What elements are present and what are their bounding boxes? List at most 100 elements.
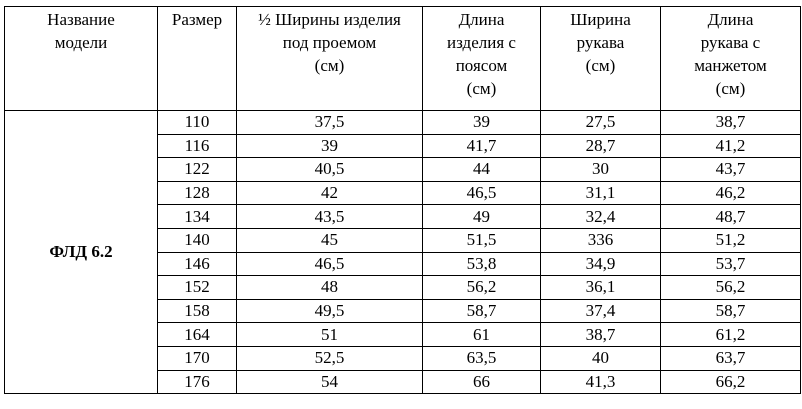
table-cell: 39	[422, 110, 541, 135]
table-cell: 30	[540, 157, 661, 182]
table-row: 170 52,5 63,5 40 63,7	[5, 345, 801, 371]
table-cell: 40	[540, 345, 661, 371]
table-cell: 58,7	[660, 298, 801, 324]
header-line: рукава	[576, 33, 625, 52]
table-cell: 45	[236, 227, 423, 253]
table-cell: 122	[157, 157, 237, 182]
table-cell: 56,2	[660, 275, 801, 300]
table-cell: 140	[157, 227, 237, 253]
table-cell: 56,2	[422, 275, 541, 300]
table-cell: 51,2	[660, 227, 801, 253]
table-cell: 53,7	[660, 251, 801, 277]
table-cell: 110	[157, 110, 237, 135]
table-row: 116 39 41,7 28,7 41,2	[5, 133, 801, 159]
model-cell: ФЛД 6.2	[4, 109, 158, 395]
table-row: 176 54 66 41,3 66,2	[5, 369, 801, 395]
table-cell: 61	[422, 322, 541, 347]
table-cell: 146	[157, 251, 237, 277]
table-cell: 158	[157, 298, 237, 324]
header-cell: ½ Ширины изделия под проемом (см)	[236, 6, 423, 111]
header-cell: Длина изделия с поясом (см)	[422, 6, 541, 111]
table-cell: 53,8	[422, 251, 541, 277]
table-cell: 49,5	[236, 298, 423, 324]
table-cell: 28,7	[540, 133, 661, 159]
header-cell: Размер	[157, 6, 237, 111]
table-row: ФЛД 6.2 110 37,5 39 27,5 38,7	[4, 109, 801, 395]
table-cell: 116	[157, 133, 237, 159]
table-cell: 48	[236, 275, 423, 300]
table-cell: 61,2	[660, 322, 801, 347]
table-row: 152 48 56,2 36,1 56,2	[5, 275, 801, 300]
table-cell: 58,7	[422, 298, 541, 324]
table-cell: 128	[157, 180, 237, 206]
header-line: Ширина	[570, 10, 631, 29]
table-body: ФЛД 6.2 110 37,5 39 27,5 38,7 116 39 41,7 28,7 41,…	[4, 109, 801, 395]
table-row: 146 46,5 53,8 34,9 53,7	[5, 251, 801, 277]
header-line: (см)	[715, 79, 746, 98]
table-row: 134 43,5 49 32,4 48,7	[5, 204, 801, 229]
table-cell: 54	[236, 369, 423, 395]
table-cell: 42	[236, 180, 423, 206]
table-cell: 40,5	[236, 157, 423, 182]
header-cell: Название модели	[4, 6, 158, 111]
table-cell: 336	[540, 227, 661, 253]
table-cell: 164	[157, 322, 237, 347]
header-line: под проемом	[282, 33, 377, 52]
table-cell: 37,5	[236, 110, 423, 135]
header-line: Название	[47, 10, 115, 29]
table-cell: 134	[157, 204, 237, 229]
table-cell: 51	[236, 322, 423, 347]
table-cell: 38,7	[660, 110, 801, 135]
table-cell: 176	[157, 369, 237, 395]
header-line: рукава с	[700, 33, 761, 52]
table-cell: 51,5	[422, 227, 541, 253]
header-line: манжетом	[694, 56, 767, 75]
header-line: ½ Ширины изделия	[258, 10, 401, 29]
header-cell: Длина рукава с манжетом (см)	[660, 6, 801, 111]
table-cell: 43,7	[660, 157, 801, 182]
table-cell: 27,5	[540, 110, 661, 135]
header-line: Длина	[458, 10, 505, 29]
table-cell: 66,2	[660, 369, 801, 395]
document: Название модели Размер ½ Ширины изделия под …	[4, 6, 801, 395]
header-line: Длина	[707, 10, 754, 29]
table-cell: 152	[157, 275, 237, 300]
table-cell: 46,5	[422, 180, 541, 206]
table-cell: 38,7	[540, 322, 661, 347]
header-row: Название модели Размер ½ Ширины изделия под …	[4, 6, 801, 111]
table-cell: 39	[236, 133, 423, 159]
table-row: 164 51 61 38,7 61,2	[5, 322, 801, 347]
table-row: 158 49,5 58,7 37,4 58,7	[5, 298, 801, 324]
table-cell: 31,1	[540, 180, 661, 206]
header-cell: Ширина рукава (см)	[540, 6, 661, 111]
table-cell: 49	[422, 204, 541, 229]
table-cell: 43,5	[236, 204, 423, 229]
table-cell: 48,7	[660, 204, 801, 229]
header-line: (см)	[314, 56, 345, 75]
table-cell: 44	[422, 157, 541, 182]
table-cell: 34,9	[540, 251, 661, 277]
table-cell: 63,7	[660, 345, 801, 371]
table-cell: 170	[157, 345, 237, 371]
table-cell: 46,5	[236, 251, 423, 277]
table-cell: 46,2	[660, 180, 801, 206]
table-row: 122 40,5 44 30 43,7	[5, 157, 801, 182]
size-table: Название модели Размер ½ Ширины изделия под …	[4, 6, 801, 395]
table-cell: 63,5	[422, 345, 541, 371]
table-cell: 41,7	[422, 133, 541, 159]
table-cell: 41,2	[660, 133, 801, 159]
header-line: изделия с	[447, 33, 516, 52]
table-row: 140 45 51,5 336 51,2	[5, 227, 801, 253]
table-cell: 37,4	[540, 298, 661, 324]
header-line: Размер	[171, 10, 223, 29]
table-cell: 32,4	[540, 204, 661, 229]
table-cell: 66	[422, 369, 541, 395]
header-line: (см)	[585, 56, 616, 75]
table-cell: 52,5	[236, 345, 423, 371]
header-line: (см)	[466, 79, 497, 98]
header-line: поясом	[455, 56, 508, 75]
table-row: 128 42 46,5 31,1 46,2	[5, 180, 801, 206]
table-cell: 41,3	[540, 369, 661, 395]
table-cell: 36,1	[540, 275, 661, 300]
header-line: модели	[54, 33, 108, 52]
